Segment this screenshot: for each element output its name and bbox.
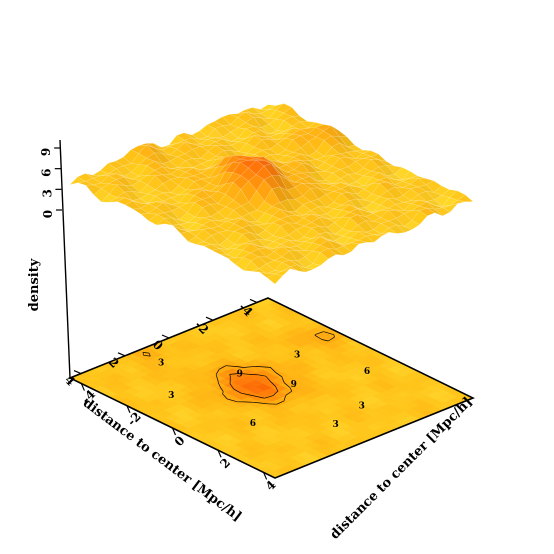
contour-segment <box>143 354 151 357</box>
contour-segment <box>276 400 285 405</box>
contour-segment <box>281 376 284 381</box>
contour-segment <box>321 339 329 342</box>
x-tick <box>205 316 214 321</box>
contour-segment <box>229 374 231 377</box>
contour-segment <box>241 392 253 396</box>
contour-segment <box>272 393 276 396</box>
y-tick <box>171 427 177 436</box>
contour-segment <box>229 383 235 390</box>
contour-segment <box>289 387 293 392</box>
contour-segment <box>255 366 271 368</box>
contour-segment <box>258 374 266 377</box>
contour-segment <box>260 402 268 405</box>
y-tick-label: 4 <box>263 478 279 494</box>
contour-segment <box>270 367 276 373</box>
contour-segment <box>314 334 323 340</box>
z-tick-label: 0 <box>41 210 55 218</box>
contour-segment <box>215 369 220 375</box>
contour-segment <box>265 375 270 381</box>
contour-segment <box>148 352 151 357</box>
contour-label: 3 <box>294 350 300 360</box>
y-tick-label: 2 <box>217 455 233 471</box>
contour-segment <box>220 387 224 392</box>
contour-segment <box>225 365 238 367</box>
y-tick <box>80 383 85 391</box>
contour-segment <box>252 395 264 399</box>
floor-outline <box>68 297 475 479</box>
contour-segment <box>284 382 291 388</box>
contour-segment <box>323 331 334 336</box>
contour-segment <box>333 334 335 338</box>
contour-label: 3 <box>158 359 164 369</box>
x-tick <box>117 352 126 357</box>
contour-label: 3 <box>168 391 174 401</box>
z-axis-line <box>59 139 71 379</box>
contour-segment <box>275 386 279 392</box>
floor-contours: 9 9 3 3 6 3 3 6 3 <box>142 331 370 430</box>
contour-segment <box>270 381 276 387</box>
y-tick <box>126 405 131 414</box>
contour-segment <box>264 395 274 399</box>
contour-label: 6 <box>250 419 256 429</box>
contour-segment <box>285 394 287 397</box>
floor-heatmap <box>70 298 473 478</box>
contour-segment <box>237 366 244 368</box>
x-tick <box>161 334 170 339</box>
contour-segment <box>285 390 293 396</box>
floor-border <box>68 297 475 479</box>
contour-segment <box>253 401 261 404</box>
z-axis-label: density <box>27 258 42 311</box>
contour-segment <box>269 379 271 382</box>
contour-label: 6 <box>364 367 370 377</box>
z-tick-label: 9 <box>39 148 53 156</box>
z-tick-label: 3 <box>40 189 54 197</box>
surface-facet <box>266 273 283 285</box>
y-tick <box>263 472 268 480</box>
contour-segment <box>275 372 283 378</box>
x-tick <box>249 298 258 303</box>
contour-label: 3 <box>359 401 365 411</box>
contour-segment <box>283 396 286 402</box>
contour-segment <box>242 373 253 375</box>
contour-segment <box>142 352 150 354</box>
contour-segment <box>229 373 238 375</box>
contour-label: 3 <box>332 420 338 430</box>
contour-segment <box>275 390 279 394</box>
contour-segment <box>217 382 221 388</box>
contour-segment <box>142 352 144 356</box>
contour-label: 9 <box>237 369 243 379</box>
contour-segment <box>315 331 324 335</box>
contour-segment <box>227 398 238 403</box>
contour-segment <box>328 336 335 342</box>
y-tick-label: 0 <box>172 433 188 449</box>
density-surface <box>69 103 474 285</box>
contour-segment <box>243 366 256 368</box>
x-tick-label: 4 <box>62 373 78 389</box>
y-tick <box>217 449 222 458</box>
contour-segment <box>215 374 219 382</box>
z-tick-label: 6 <box>40 168 54 176</box>
contour-segment <box>282 379 285 383</box>
contour-label: 9 <box>291 380 297 390</box>
contour-segment <box>222 391 224 394</box>
contour-segment <box>219 365 226 370</box>
contour-segment <box>233 388 242 394</box>
contour-segment <box>222 393 228 400</box>
x-tick <box>73 370 82 375</box>
axes <box>54 139 268 480</box>
